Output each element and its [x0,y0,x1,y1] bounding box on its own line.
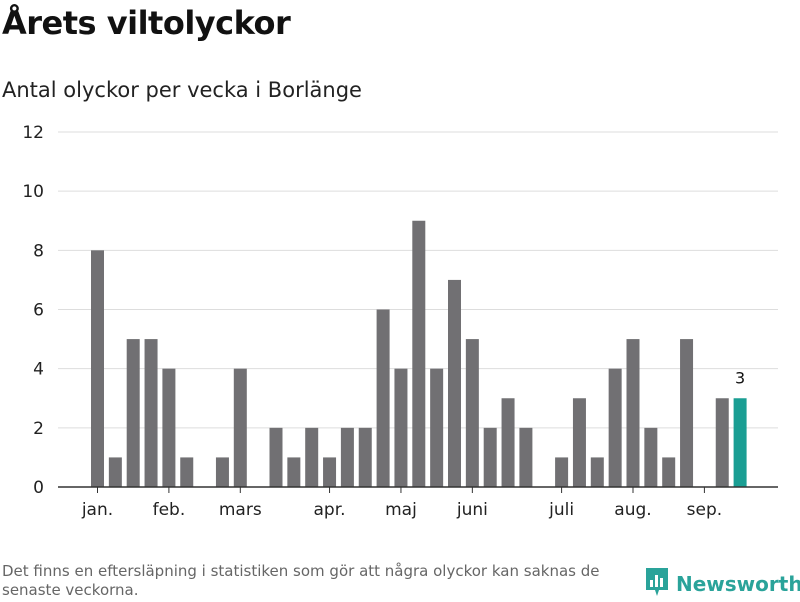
footnote: Det finns en eftersläpning i statistiken… [2,562,600,599]
x-tick-label: mars [219,500,262,520]
bar [572,398,586,487]
bar [126,339,140,487]
x-tick-label: aug. [614,500,651,520]
bar [715,398,729,487]
bar [180,457,194,487]
y-tick-label: 2 [33,419,44,439]
bar [626,339,640,487]
bar [358,427,372,487]
x-tick-label: jan. [81,500,113,520]
bar [465,339,479,487]
bar [501,398,515,487]
bar [590,457,604,487]
brand-name: Newsworthy [676,572,800,596]
x-tick-label: sep. [687,500,723,520]
bar [162,368,176,487]
bar [680,339,694,487]
bar [644,427,658,487]
x-tick-label: juni [456,500,488,520]
x-tick-label: juli [548,500,574,520]
bar [144,339,158,487]
bar [287,457,301,487]
bar [376,309,390,487]
x-tick-label: feb. [153,500,186,520]
bar [430,368,444,487]
bar [448,279,461,487]
bar [305,427,319,487]
bar [323,457,337,487]
data-label: 3 [735,368,745,387]
data-labels: 3 [735,368,745,387]
brand-logo[interactable]: Newsworthy [644,566,800,602]
bar-chart: 0 2 4 6 8 10 12 jan. feb. mars apr. maj juni juli aug… [22,123,778,520]
bar [269,427,283,487]
x-axis-tick-labels: jan. feb. mars apr. maj juni juli aug. sep. [81,500,722,520]
bar [733,398,747,487]
bar [412,220,426,487]
x-tick-label: maj [385,500,417,520]
chart-title: Årets viltolyckor [2,4,291,42]
y-tick-label: 10 [22,182,44,202]
bar [91,250,104,487]
newsworthy-logo-icon [644,566,670,602]
bar [608,368,622,487]
y-axis-tick-labels: 0 2 4 6 8 10 12 [22,123,44,498]
y-tick-label: 12 [22,123,44,143]
x-axis [58,486,778,493]
y-tick-label: 0 [33,478,44,498]
bar [233,368,247,487]
bar [483,427,497,487]
bars [91,220,747,487]
bar [519,427,533,487]
x-tick-label: apr. [314,500,346,520]
bar [394,368,408,487]
y-tick-label: 8 [33,241,44,261]
bar [555,457,569,487]
chart-subtitle: Antal olyckor per vecka i Borlänge [2,78,362,102]
bar [340,427,354,487]
bar [215,457,229,487]
bar [108,457,122,487]
y-tick-label: 4 [33,360,44,380]
bar [662,457,676,487]
y-tick-label: 6 [33,301,44,321]
